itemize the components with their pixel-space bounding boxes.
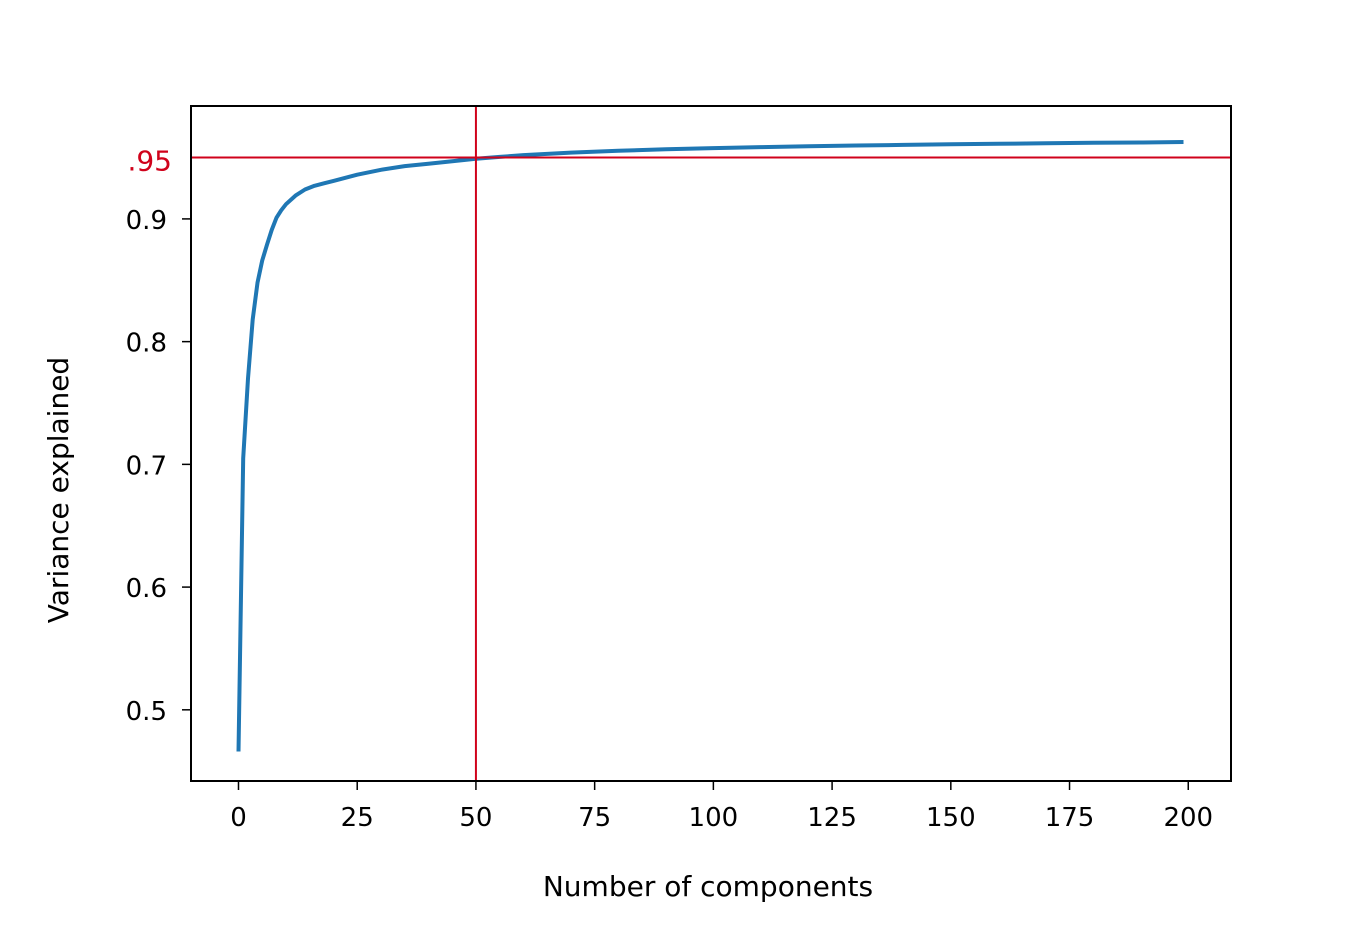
- x-tick-label: 150: [926, 803, 976, 833]
- x-tick-label: 175: [1045, 803, 1095, 833]
- x-tick-label: 75: [578, 803, 611, 833]
- y-axis-ticks: 0.5 0.6 0.7 0.8 0.9: [126, 206, 191, 727]
- y-tick-label: 0.9: [126, 206, 167, 236]
- y-tick-label: 0.6: [126, 574, 167, 604]
- y-tick-label: 0.5: [126, 697, 167, 727]
- series-line-0: [236, 140, 1184, 752]
- x-axis-label: Number of components: [543, 870, 873, 903]
- plot-area: [190, 105, 1232, 782]
- reference-line-label: .95: [127, 145, 172, 178]
- x-tick-label: 200: [1163, 803, 1213, 833]
- y-axis-label: Variance explained: [42, 357, 75, 623]
- x-tick-label: 25: [341, 803, 374, 833]
- x-tick-label: 100: [689, 803, 739, 833]
- y-tick-label: 0.7: [126, 451, 167, 481]
- x-axis-ticks: 0 25 50 75 100 125 150 175 200: [230, 781, 1213, 833]
- axes-frame: [190, 105, 1232, 782]
- x-tick-label: 125: [807, 803, 857, 833]
- x-tick-label: 0: [230, 803, 247, 833]
- y-tick-label: 0.8: [126, 329, 167, 359]
- x-tick-label: 50: [459, 803, 492, 833]
